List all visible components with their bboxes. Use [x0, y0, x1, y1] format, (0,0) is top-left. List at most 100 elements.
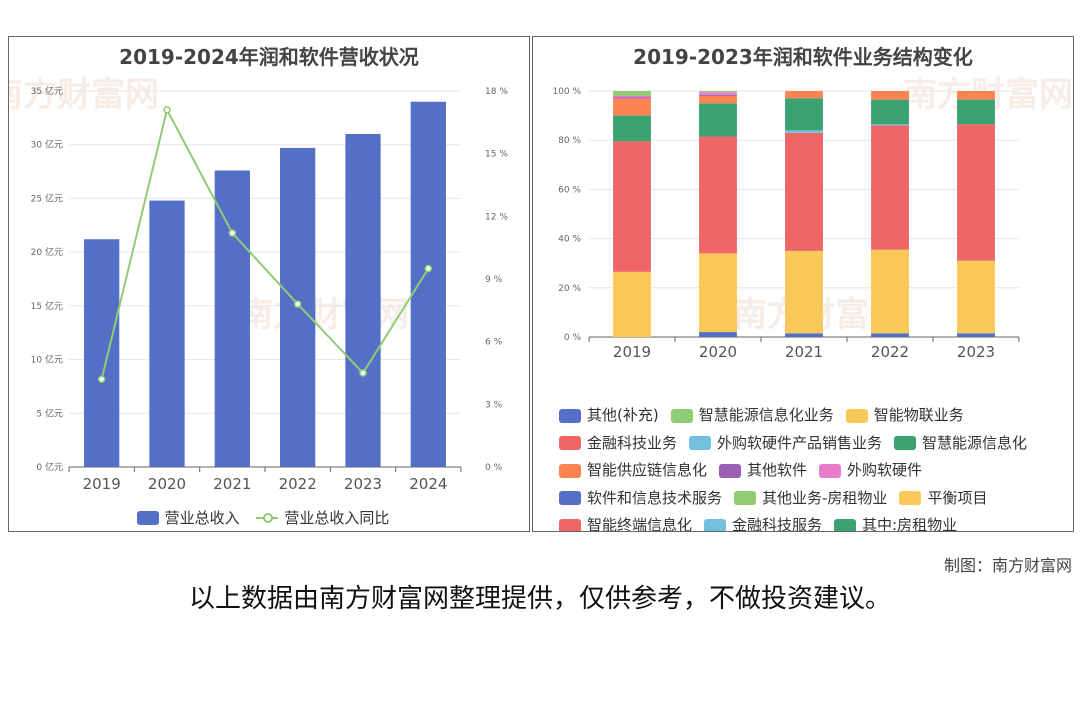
- legend-swatch-icon: [559, 518, 581, 531]
- bar-swatch-icon: [136, 510, 159, 525]
- revenue-bar: [410, 101, 446, 467]
- legend-label: 平衡项目: [927, 488, 988, 507]
- legend-item[interactable]: 其他业务-房租物业: [734, 486, 887, 511]
- x-tick-label: 2024: [409, 475, 447, 493]
- legend-item[interactable]: 智慧能源信息化业务: [670, 403, 834, 428]
- x-tick-label: 2020: [148, 475, 186, 493]
- stack-segment: [785, 130, 823, 133]
- stack-segment: [785, 250, 823, 334]
- revenue-chart-svg: 0 亿元 5 亿元 10 亿元 15 亿元 20 亿元 25 亿元 30 亿元 35 亿元 0 …: [31, 85, 509, 493]
- legend-swatch-icon: [689, 436, 712, 450]
- legend-label: 软件和信息技术服务: [587, 488, 723, 507]
- y-tick-label-left: 0 亿元: [36, 461, 63, 473]
- legend-swatch-icon: [845, 408, 868, 423]
- x-tick-label: 2021: [213, 475, 251, 493]
- stack-segment: [613, 271, 651, 337]
- legend-label: 其中:房租物业: [862, 516, 958, 532]
- x-tick-label: 2023: [957, 343, 995, 361]
- stack-segment: [871, 125, 909, 250]
- y-tick-label-left: 30 亿元: [31, 139, 63, 151]
- stack-segment: [613, 115, 651, 142]
- stack-segment: [785, 132, 823, 251]
- legend-label: 金融科技服务: [732, 516, 823, 532]
- legend-item[interactable]: 平衡项目: [899, 486, 987, 511]
- stack-segment: [957, 260, 995, 334]
- y-tick-label-left: 35 亿元: [31, 85, 63, 97]
- chart-credit: 制图：南方财富网: [943, 556, 1072, 575]
- x-tick-label: 2023: [344, 475, 382, 493]
- y-tick-label-right: 18 %: [485, 87, 508, 97]
- stack-segment: [699, 103, 737, 137]
- stack-segment: [613, 95, 651, 98]
- revenue-bar: [345, 133, 381, 467]
- y-tick-label-right: 9 %: [485, 275, 503, 285]
- revenue-chart-legend: 营业总收入 营业总收入同比: [9, 507, 529, 529]
- y-tick-label-right: 6 %: [485, 338, 503, 348]
- revenue-chart-title: 2019-2024年润和软件营收状况: [119, 45, 419, 69]
- x-tick-label: 2021: [785, 343, 823, 361]
- stack-segment: [871, 99, 909, 125]
- business-structure-chart-svg: 0 % 20 % 40 % 60 % 80 % 100 % 2019 2020 2021 2022…: [552, 87, 1020, 361]
- y-tick-label-right: 15 %: [485, 150, 508, 160]
- revenue-chart-panel: 南方财富网 南方财富网 2019-2024年润和软件营收状况 0 亿元 5 亿元 1…: [8, 36, 530, 532]
- line-swatch-icon: [256, 511, 279, 525]
- legend-item[interactable]: 智能供应链信息化: [559, 458, 707, 483]
- legend-item-revenue-yoy[interactable]: 营业总收入同比: [256, 507, 389, 528]
- stack-segment: [613, 98, 651, 116]
- legend-swatch-icon: [819, 463, 842, 478]
- legend-label: 其他(补充): [587, 406, 659, 424]
- legend-item[interactable]: 其他(补充): [559, 403, 659, 428]
- stack-segment: [957, 124, 995, 261]
- stack-segment: [699, 91, 737, 93]
- x-tick-label: 2022: [871, 343, 909, 361]
- y-tick-label-right: 12 %: [485, 212, 508, 222]
- legend-item[interactable]: 其中:房租物业: [834, 513, 958, 532]
- y-tick-label-left: 20 亿元: [31, 246, 63, 258]
- stack-segment: [871, 91, 909, 100]
- legend-swatch-icon: [670, 408, 693, 423]
- legend-item[interactable]: 其他软件: [719, 458, 807, 483]
- legend-item[interactable]: 智慧能源信息化: [894, 431, 1027, 456]
- y-tick-label: 0 %: [564, 333, 582, 343]
- y-tick-label: 60 %: [558, 185, 581, 195]
- legend-label: 智能终端信息化: [587, 516, 693, 532]
- legend-swatch-icon: [734, 491, 757, 505]
- legend-swatch-icon: [834, 518, 857, 531]
- legend-item[interactable]: 软件和信息技术服务: [559, 486, 722, 511]
- stack-segment: [699, 136, 737, 254]
- y-tick-label-left: 5 亿元: [36, 407, 63, 419]
- legend-label: 营业总收入: [164, 509, 240, 527]
- legend-item[interactable]: 金融科技服务: [704, 513, 823, 532]
- legend-item[interactable]: 智能终端信息化: [559, 513, 693, 532]
- business-structure-legend: 其他(补充) 智慧能源信息化业务 智能物联业务金融科技业务 外购软硬件产品销售业务 智慧…: [559, 403, 1069, 532]
- legend-item[interactable]: 外购软硬件: [819, 458, 922, 483]
- stack-segment: [613, 97, 651, 99]
- legend-label: 智慧能源信息化业务: [698, 406, 834, 424]
- legend-item-revenue[interactable]: 营业总收入: [136, 507, 240, 528]
- legend-swatch-icon: [704, 518, 727, 531]
- stack-segment: [699, 94, 737, 96]
- revenue-bar: [84, 239, 120, 467]
- business-structure-chart-panel: 南方财富网 南方财富网 2019-2023年润和软件业务结构变化 0 %20 %…: [532, 36, 1074, 532]
- disclaimer-text: 以上数据由南方财富网整理提供，仅供参考，不做投资建议。: [188, 584, 891, 614]
- y-tick-label: 100 %: [552, 87, 581, 97]
- y-tick-label: 40 %: [558, 235, 581, 245]
- legend-label: 智慧能源信息化: [922, 433, 1028, 452]
- legend-item[interactable]: 智能物联业务: [845, 403, 964, 428]
- stack-segment: [957, 333, 995, 337]
- yoy-point: [359, 369, 367, 377]
- legend-swatch-icon: [899, 491, 922, 505]
- business-structure-chart-title: 2019-2023年润和软件业务结构变化: [633, 45, 973, 69]
- legend-label: 其他业务-房租物业: [762, 488, 888, 507]
- stack-segment: [957, 99, 995, 125]
- legend-label: 智能物联业务: [873, 406, 964, 424]
- legend-item[interactable]: 外购软硬件产品销售业务: [689, 431, 882, 456]
- legend-item[interactable]: 金融科技业务: [559, 431, 677, 456]
- legend-label: 金融科技业务: [587, 433, 678, 452]
- stack-segment: [785, 333, 823, 337]
- stack-segment: [957, 91, 995, 100]
- x-tick-label: 2019: [613, 343, 651, 361]
- stack-segment: [871, 124, 909, 126]
- legend-swatch-icon: [559, 463, 581, 478]
- watermark: 南方财富网: [9, 75, 159, 115]
